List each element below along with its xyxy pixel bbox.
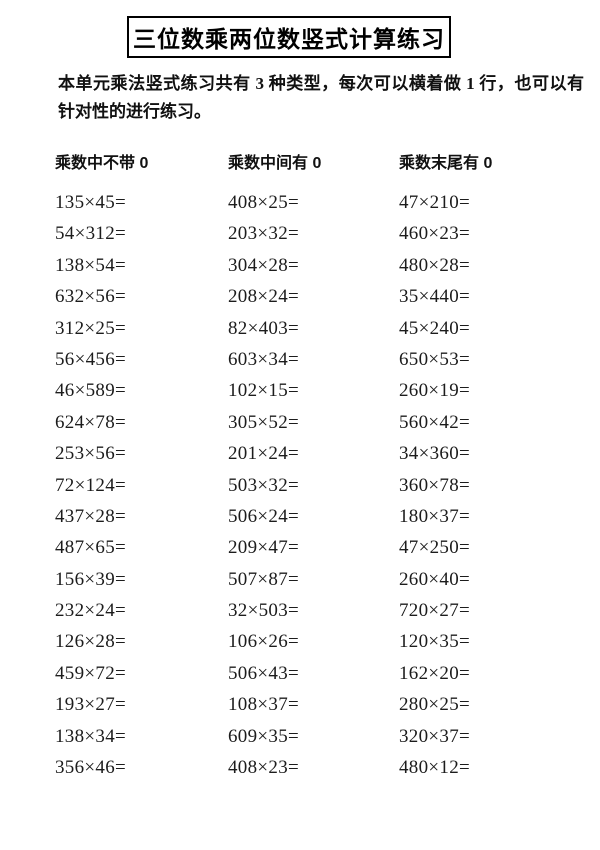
problem-item: 45×240= bbox=[399, 317, 471, 339]
worksheet-title-box: 三位数乘两位数竖式计算练习 bbox=[127, 16, 451, 58]
problem-item: 120×35= bbox=[399, 631, 471, 653]
problem-item: 47×250= bbox=[399, 537, 471, 559]
problem-item: 480×28= bbox=[399, 254, 471, 276]
problem-item: 180×37= bbox=[399, 505, 471, 527]
problem-item: 506×43= bbox=[228, 662, 300, 684]
problem-list-trailing-zero: 47×210= 460×23= 480×28= 35×440= 45×240= 650×5… bbox=[399, 187, 600, 783]
problem-item: 624×78= bbox=[55, 411, 127, 433]
problem-item: 108×37= bbox=[228, 694, 300, 716]
problem-item: 232×24= bbox=[55, 600, 127, 622]
column-multiplier-middle-zero: 乘数中间有 0 408×25= 203×32= 304×28= 208×24= 82×4… bbox=[228, 150, 399, 783]
column-multiplier-no-zero: 乘数中不带 0 135×45= 54×312= 138×54= 632×56= 312×… bbox=[55, 150, 228, 783]
problem-item: 603×34= bbox=[228, 348, 300, 370]
problem-item: 209×47= bbox=[228, 537, 300, 559]
problem-item: 459×72= bbox=[55, 662, 127, 684]
problem-item: 503×32= bbox=[228, 474, 300, 496]
intro-paragraph: 本单元乘法竖式练习共有 3 种类型，每次可以横着做 1 行，也可以有针对性的进行… bbox=[58, 74, 584, 121]
problem-item: 102×15= bbox=[228, 380, 300, 402]
problem-item: 304×28= bbox=[228, 254, 300, 276]
problem-list-middle-zero: 408×25= 203×32= 304×28= 208×24= 82×403= 603×3… bbox=[228, 187, 399, 783]
problem-item: 720×27= bbox=[399, 600, 471, 622]
problem-item: 506×24= bbox=[228, 505, 300, 527]
problem-item: 260×40= bbox=[399, 568, 471, 590]
problem-item: 193×27= bbox=[55, 694, 127, 716]
problem-item: 253×56= bbox=[55, 443, 127, 465]
problem-item: 156×39= bbox=[55, 568, 127, 590]
problem-item: 437×28= bbox=[55, 505, 127, 527]
worksheet-title: 三位数乘两位数竖式计算练习 bbox=[133, 26, 445, 52]
problem-item: 72×124= bbox=[55, 474, 127, 496]
problem-item: 480×12= bbox=[399, 757, 471, 779]
problem-item: 408×23= bbox=[228, 757, 300, 779]
problem-item: 280×25= bbox=[399, 694, 471, 716]
problem-item: 46×589= bbox=[55, 380, 127, 402]
column-header-trailing-zero: 乘数末尾有 0 bbox=[399, 155, 493, 172]
column-header-no-zero: 乘数中不带 0 bbox=[55, 155, 149, 172]
column-header-middle-zero: 乘数中间有 0 bbox=[228, 155, 322, 172]
problem-item: 208×24= bbox=[228, 286, 300, 308]
problem-item: 408×25= bbox=[228, 192, 300, 213]
problem-item: 56×456= bbox=[55, 348, 127, 370]
problem-item: 260×19= bbox=[399, 380, 471, 402]
problem-item: 138×54= bbox=[55, 254, 127, 276]
problem-list-no-zero: 135×45= 54×312= 138×54= 632×56= 312×25= 56×45… bbox=[55, 187, 228, 783]
column-multiplier-trailing-zero: 乘数末尾有 0 47×210= 460×23= 480×28= 35×440= 45×2… bbox=[399, 150, 600, 783]
problem-item: 162×20= bbox=[399, 662, 471, 684]
problem-item: 360×78= bbox=[399, 474, 471, 496]
problem-item: 487×65= bbox=[55, 537, 127, 559]
problem-item: 106×26= bbox=[228, 631, 300, 653]
problem-item: 54×312= bbox=[55, 223, 127, 245]
problem-item: 135×45= bbox=[55, 192, 127, 213]
problem-item: 609×35= bbox=[228, 725, 300, 747]
problem-item: 356×46= bbox=[55, 757, 127, 779]
problem-item: 32×503= bbox=[228, 600, 300, 622]
problem-item: 82×403= bbox=[228, 317, 300, 339]
problem-item: 312×25= bbox=[55, 317, 127, 339]
problem-item: 320×37= bbox=[399, 725, 471, 747]
problem-item: 126×28= bbox=[55, 631, 127, 653]
problem-item: 560×42= bbox=[399, 411, 471, 433]
problem-item: 460×23= bbox=[399, 223, 471, 245]
problem-item: 35×440= bbox=[399, 286, 471, 308]
problem-item: 201×24= bbox=[228, 443, 300, 465]
problem-item: 47×210= bbox=[399, 192, 471, 213]
problem-columns: 乘数中不带 0 135×45= 54×312= 138×54= 632×56= 312×… bbox=[55, 150, 600, 783]
problem-item: 34×360= bbox=[399, 443, 471, 465]
problem-item: 632×56= bbox=[55, 286, 127, 308]
problem-item: 305×52= bbox=[228, 411, 300, 433]
problem-item: 650×53= bbox=[399, 348, 471, 370]
problem-item: 138×34= bbox=[55, 725, 127, 747]
problem-item: 507×87= bbox=[228, 568, 300, 590]
problem-item: 203×32= bbox=[228, 223, 300, 245]
